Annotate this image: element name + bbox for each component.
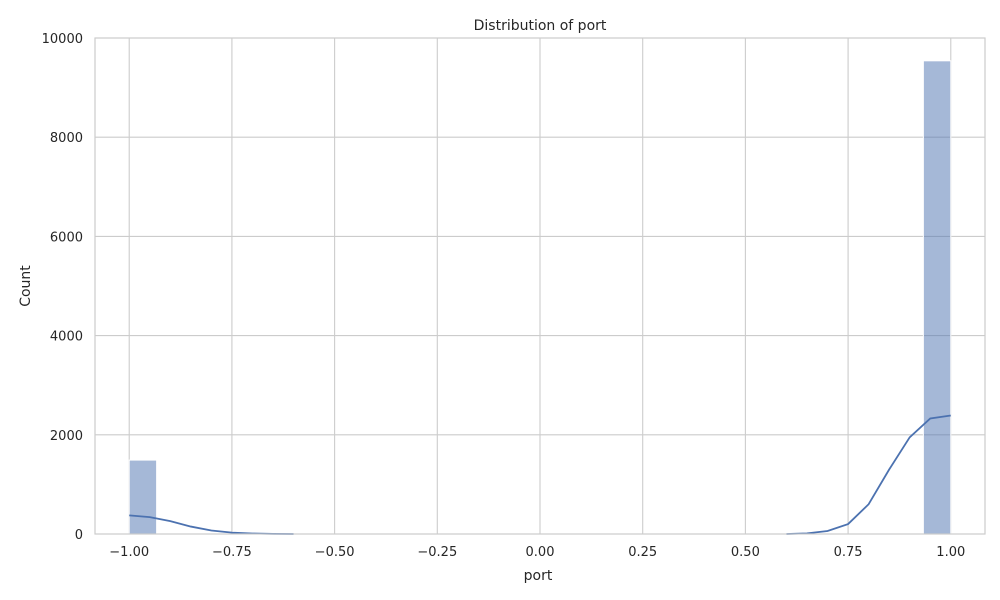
y-tick-label: 6000 — [50, 230, 83, 245]
plot-frame — [94, 37, 986, 535]
y-axis-label: Count — [18, 265, 34, 307]
chart-title: Distribution of port — [474, 18, 607, 34]
y-tick-label: 4000 — [50, 330, 83, 345]
x-tick-label: 0.00 — [526, 545, 555, 560]
x-tick-label: 0.50 — [731, 545, 760, 560]
histogram-bar — [922, 60, 952, 535]
x-tick-label: 1.00 — [936, 545, 965, 560]
histogram-bar — [128, 459, 158, 535]
x-tick-label: −0.75 — [212, 545, 252, 560]
y-tick-label: 10000 — [42, 32, 83, 47]
y-tick-label: 0 — [75, 528, 83, 543]
y-tick-labels: 0 2000 4000 6000 8000 10000 — [42, 32, 83, 543]
y-tick-label: 8000 — [50, 131, 83, 146]
histogram-bars — [128, 60, 952, 535]
x-tick-label: 0.25 — [628, 545, 657, 560]
x-tick-label: −0.50 — [315, 545, 355, 560]
x-axis-label: port — [524, 568, 553, 584]
grid-lines — [95, 37, 985, 535]
x-tick-label: −0.25 — [417, 545, 457, 560]
x-tick-label: 0.75 — [834, 545, 863, 560]
y-tick-label: 2000 — [50, 429, 83, 444]
x-tick-label: −1.00 — [109, 545, 149, 560]
x-tick-labels: −1.00 −0.75 −0.50 −0.25 0.00 0.25 0.50 0.75 1.00 — [109, 545, 965, 560]
